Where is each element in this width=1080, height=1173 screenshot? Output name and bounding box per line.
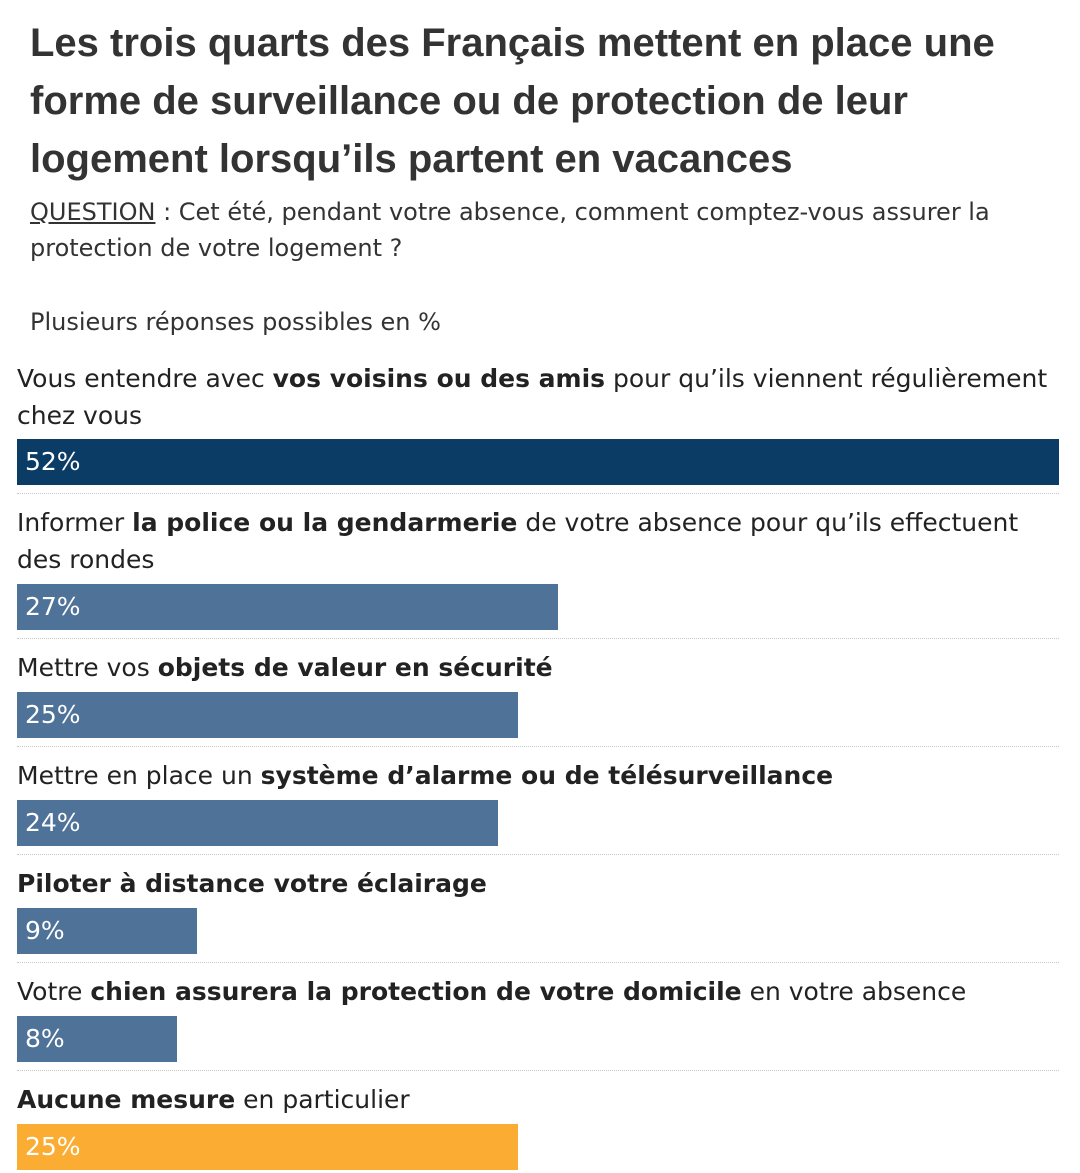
- value-label: 9%: [25, 916, 65, 945]
- value-label: 27%: [25, 592, 81, 621]
- question-text: QUESTION : Cet été, pendant votre absenc…: [30, 194, 1060, 266]
- bar: 9%: [17, 908, 197, 954]
- category-label: Vous entendre avec vos voisins ou des am…: [17, 364, 1048, 430]
- value-label: 25%: [25, 1132, 81, 1161]
- chart-title: Les trois quarts des Français mettent en…: [30, 21, 995, 181]
- bar: 25%: [17, 1124, 518, 1170]
- row-separator: [17, 854, 1059, 855]
- bar: 52%: [17, 439, 1059, 485]
- chart-subtitle: Plusieurs réponses possibles en %: [30, 308, 441, 336]
- bar: 24%: [17, 800, 498, 846]
- value-label: 52%: [25, 447, 81, 476]
- row-separator: [17, 493, 1059, 494]
- question-body: : Cet été, pendant votre absence, commen…: [30, 198, 990, 262]
- category-label: Informer la police ou la gendarmerie de …: [17, 508, 1019, 574]
- category-label: Piloter à distance votre éclairage: [17, 869, 487, 898]
- value-label: 8%: [25, 1024, 65, 1053]
- row-separator: [17, 1070, 1059, 1071]
- bar: 27%: [17, 584, 558, 630]
- value-label: 24%: [25, 808, 81, 837]
- row-separator: [17, 962, 1059, 963]
- bar: 25%: [17, 692, 518, 738]
- row-separator: [17, 638, 1059, 639]
- category-label: Mettre vos objets de valeur en sécurité: [17, 653, 553, 682]
- category-label: Mettre en place un système d’alarme ou d…: [17, 761, 834, 790]
- category-label: Aucune mesure en particulier: [17, 1085, 410, 1114]
- question-label: QUESTION: [30, 198, 156, 226]
- category-label: Votre chien assurera la protection de vo…: [17, 977, 967, 1006]
- value-label: 25%: [25, 700, 81, 729]
- row-separator: [17, 746, 1059, 747]
- bar: 8%: [17, 1016, 177, 1062]
